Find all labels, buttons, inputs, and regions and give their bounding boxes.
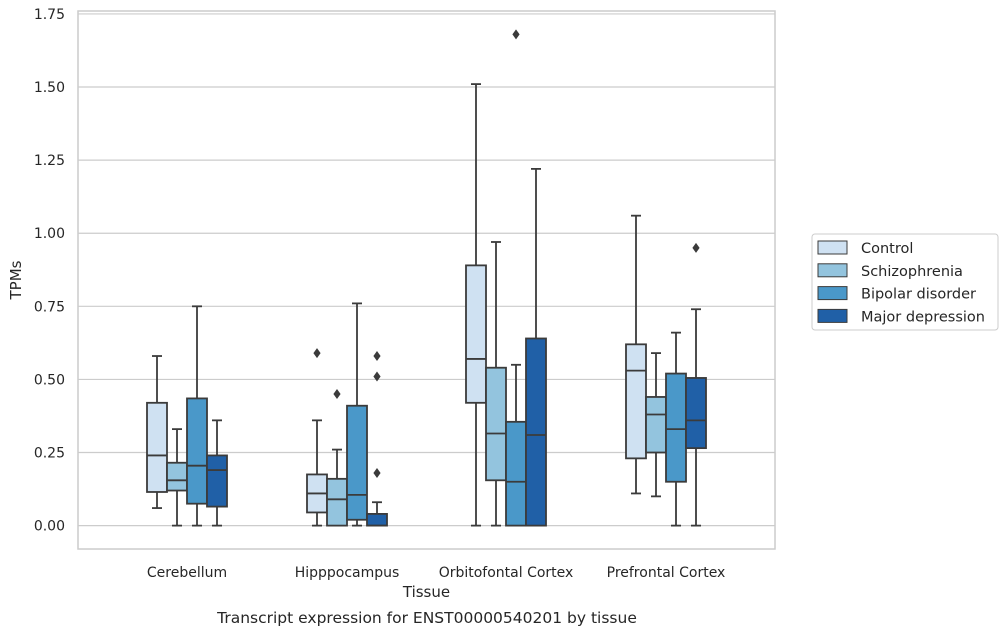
box-body [186,397,208,505]
box-body [346,404,368,521]
outlier-point [512,29,520,40]
outlier-point [692,242,700,253]
y-axis-ticks: 0.00 0.25 0.50 0.75 1.00 1.25 1.50 1.75 [34,7,65,535]
box-schizophrenia [645,352,667,498]
box-body [146,401,168,493]
box-body [366,513,388,527]
y-tick-label: 1.50 [34,80,65,96]
y-tick-label: 1.00 [34,226,65,242]
legend-label: Control [861,241,913,257]
y-tick-label: 0.50 [34,372,65,388]
x-tick-label: Cerebellum [147,565,227,581]
box-body [166,461,188,492]
outlier-point [373,351,381,362]
y-axis-label: TPMs [7,260,25,300]
box-control [306,348,328,527]
x-tick-label: Prefrontal Cortex [607,565,726,581]
x-axis-ticks: Cerebellum Hipppocampus Orbitofontal Corte… [147,565,725,581]
box-bipolar-disorder [505,29,527,527]
box-body [326,477,348,527]
box-body [685,377,707,450]
legend-frame [811,233,999,331]
legend-item: Bipolar disorder [817,286,976,303]
plot-frame [77,10,776,550]
legend-swatch [817,240,848,255]
legend-swatch [817,308,848,323]
box-schizophrenia [166,428,188,527]
x-axis-label: Tissue [402,583,450,601]
box-bipolar-disorder [346,302,368,527]
box-bipolar-disorder [186,305,208,527]
y-tick-label: 0.00 [34,519,65,535]
legend-swatch [817,286,848,301]
legend: Control Schizophrenia Bipolar disorder Majo… [811,233,999,331]
box-major-depression [206,419,228,527]
box-body [505,420,527,527]
box-body [485,366,507,482]
legend-item: Major depression [817,308,985,325]
box-major-depression [525,167,547,527]
legend-item: Schizophrenia [817,263,963,280]
box-body [465,264,487,404]
y-tick-label: 0.25 [34,446,65,462]
legend-item: Control [817,240,913,257]
chart-caption: Transcript expression for ENST0000054020… [216,609,637,627]
legend-label: Schizophrenia [861,264,963,280]
outlier-point [313,348,321,359]
box-body [525,337,547,527]
box-major-depression [366,351,388,527]
outlier-point [373,467,381,478]
box-schizophrenia [485,241,507,527]
legend-label: Major depression [861,309,985,325]
x-tick-label: Orbitofontal Cortex [439,565,574,581]
legend-swatch [817,263,848,278]
outlier-point [333,389,341,400]
box-body [645,396,667,454]
legend-label: Bipolar disorder [861,287,976,303]
y-tick-label: 0.75 [34,299,65,315]
box-body [206,454,228,508]
box-body [625,343,647,460]
box-schizophrenia [326,389,348,527]
y-tick-label: 1.75 [34,7,65,23]
box-control [465,83,487,527]
x-tick-label: Hipppocampus [295,565,400,581]
box-bipolar-disorder [665,331,687,527]
box-body [665,372,687,483]
outlier-point [373,371,381,382]
box-major-depression [685,242,707,527]
box-control [625,214,647,495]
y-tick-label: 1.25 [34,153,65,169]
box-control [146,355,168,509]
boxes [146,29,707,527]
